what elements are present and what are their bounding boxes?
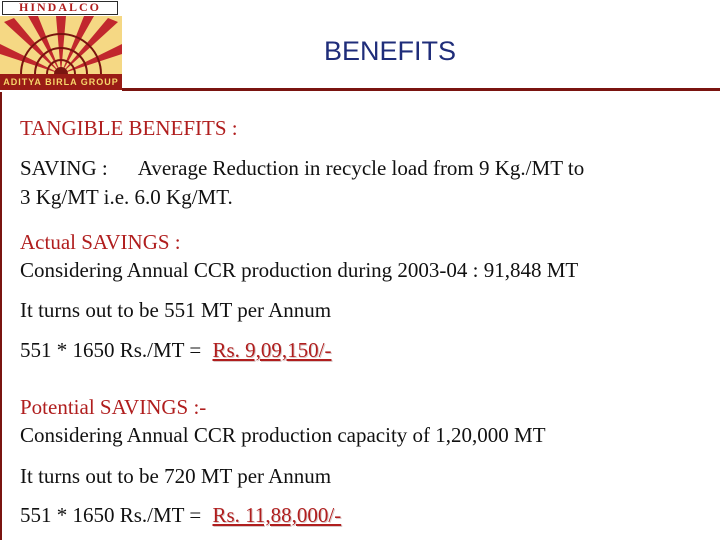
- actual-savings-value: Rs. 9,09,150/-: [212, 338, 332, 362]
- potential-calc-text: 551 * 1650 Rs./MT =: [20, 503, 202, 527]
- slide-title: BENEFITS: [323, 36, 457, 66]
- side-rule: [0, 92, 2, 540]
- potential-savings-heading: Potential SAVINGS :-: [20, 395, 207, 419]
- actual-calc-text: 551 * 1650 Rs./MT =: [20, 338, 202, 362]
- saving-text-continued: 3 Kg/MT i.e. 6.0 Kg/MT.: [20, 185, 233, 209]
- potential-calc-line: 551 * 1650 Rs./MT = Rs. 11,88,000/-: [20, 503, 341, 528]
- actual-calc-line: 551 * 1650 Rs./MT = Rs. 9,09,150/-: [20, 338, 332, 363]
- actual-turns-out-line: It turns out to be 551 MT per Annum: [20, 298, 332, 322]
- logo-brand-text: HINDALCO: [2, 1, 118, 15]
- actual-production-line: Considering Annual CCR production during…: [20, 258, 579, 282]
- sunburst-icon: [0, 16, 122, 74]
- actual-savings-heading: Actual SAVINGS :: [20, 230, 181, 254]
- potential-production-line: Considering Annual CCR production capaci…: [20, 423, 546, 447]
- saving-line: SAVING : Average Reduction in recycle loa…: [20, 156, 584, 181]
- logo-group-text: ADITYA BIRLA GROUP: [0, 74, 122, 90]
- saving-text: Average Reduction in recycle load from 9…: [137, 156, 585, 180]
- tangible-heading: TANGIBLE BENEFITS :: [20, 116, 238, 140]
- hindalco-logo: HINDALCO ADITYA BIRLA GROUP: [0, 0, 122, 92]
- saving-label: SAVING :: [20, 156, 108, 180]
- potential-savings-value: Rs. 11,88,000/-: [212, 503, 342, 527]
- potential-turns-out-line: It turns out to be 720 MT per Annum: [20, 464, 332, 488]
- header-rule: [122, 88, 720, 91]
